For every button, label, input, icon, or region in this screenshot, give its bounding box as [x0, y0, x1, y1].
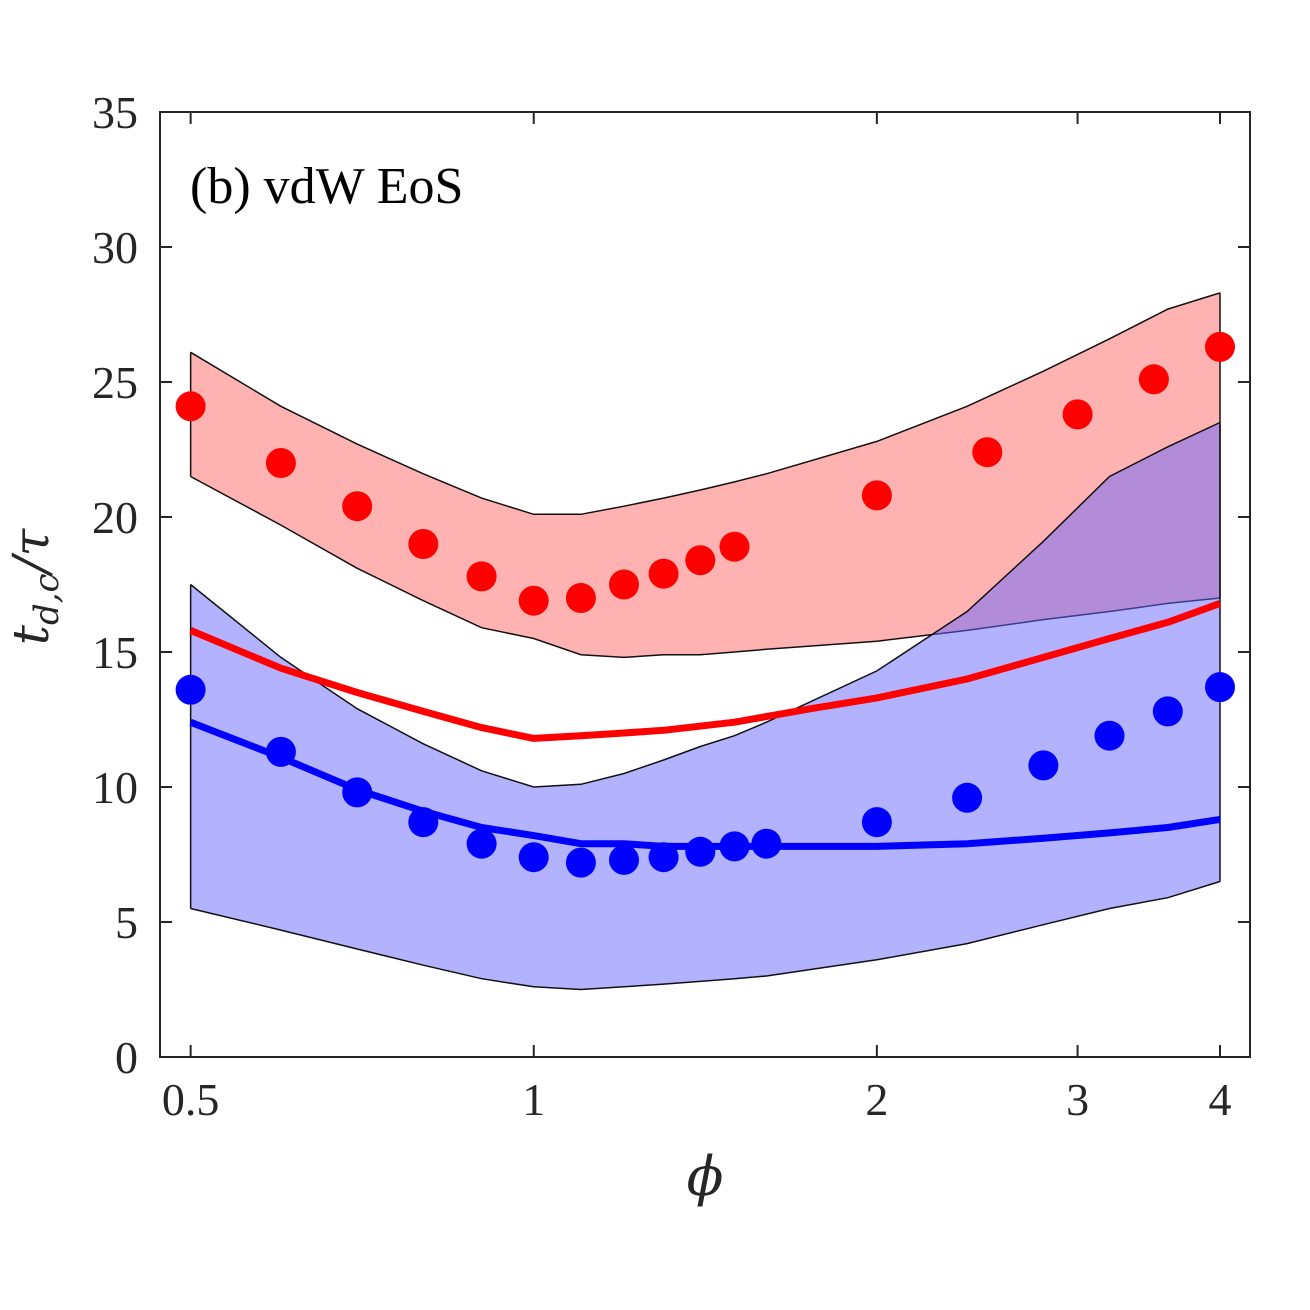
point-series-1 — [751, 828, 782, 859]
point-series-1 — [175, 674, 206, 705]
x-tick-label: 4 — [1208, 1074, 1231, 1125]
x-tick-label: 3 — [1066, 1074, 1089, 1125]
y-tick-label: 35 — [92, 87, 138, 138]
y-tick-label: 25 — [92, 357, 138, 408]
point-series-1 — [1028, 750, 1059, 781]
band-1-upper-edge — [190, 421, 1221, 788]
confidence-bands — [189, 292, 1221, 991]
x-tick-label: 0.5 — [162, 1074, 220, 1125]
point-series-1 — [1152, 696, 1183, 727]
point-series-0 — [175, 391, 206, 422]
y-tick-label: 0 — [115, 1032, 138, 1083]
band-0 — [190, 292, 1221, 658]
band-0-upper-edge — [190, 292, 1221, 516]
point-series-1 — [342, 777, 373, 808]
band-1-lower-edge — [190, 880, 1221, 991]
point-series-1 — [952, 782, 983, 813]
y-tick-label: 5 — [115, 897, 138, 948]
line-series-0 — [189, 600, 1222, 742]
point-series-0 — [861, 480, 892, 511]
point-series-1 — [466, 828, 497, 859]
point-series-0 — [609, 569, 639, 600]
point-series-1 — [719, 831, 750, 862]
panel-annotation: (b) vdW EoS — [190, 158, 463, 215]
point-series-1 — [861, 807, 892, 838]
y-tick-label: 20 — [92, 492, 138, 543]
point-series-1 — [648, 842, 679, 873]
point-series-0 — [518, 585, 549, 616]
point-series-0 — [1138, 364, 1169, 395]
point-series-1 — [518, 842, 549, 873]
y-axis-label-tail: /τ — [2, 528, 60, 578]
x-axis-label: ϕ — [687, 1145, 724, 1208]
point-series-0 — [719, 531, 750, 562]
point-series-1 — [1205, 672, 1235, 703]
point-series-0 — [972, 437, 1003, 468]
data-points — [175, 331, 1235, 878]
point-series-1 — [609, 844, 639, 875]
x-tick-label: 2 — [865, 1074, 888, 1125]
point-series-0 — [565, 583, 596, 613]
point-series-0 — [1062, 399, 1093, 430]
point-series-1 — [1094, 720, 1125, 751]
y-tick-label: 30 — [92, 222, 138, 273]
point-series-0 — [648, 558, 679, 589]
band-1 — [190, 422, 1221, 990]
point-series-0 — [685, 545, 716, 576]
y-axis-label-main: t — [2, 624, 60, 645]
x-tick-label: 1 — [522, 1074, 545, 1125]
axis-ticks: 0.5 1 2 3 4 0 5 10 15 20 25 30 35 — [92, 87, 1250, 1125]
y-tick-label: 10 — [92, 762, 138, 813]
y-axis-label: td,c/τ — [2, 528, 67, 646]
point-series-0 — [1205, 331, 1235, 362]
y-tick-label: 15 — [92, 627, 138, 678]
point-series-0 — [265, 448, 296, 478]
y-axis-label-subscript: d,c — [27, 573, 67, 625]
plot-frame — [159, 111, 1251, 1058]
point-series-0 — [466, 561, 497, 592]
point-series-0 — [342, 491, 373, 522]
point-series-0 — [408, 529, 439, 559]
point-series-1 — [565, 847, 596, 878]
point-series-1 — [408, 807, 439, 838]
point-series-1 — [265, 736, 296, 767]
point-series-1 — [685, 836, 716, 867]
